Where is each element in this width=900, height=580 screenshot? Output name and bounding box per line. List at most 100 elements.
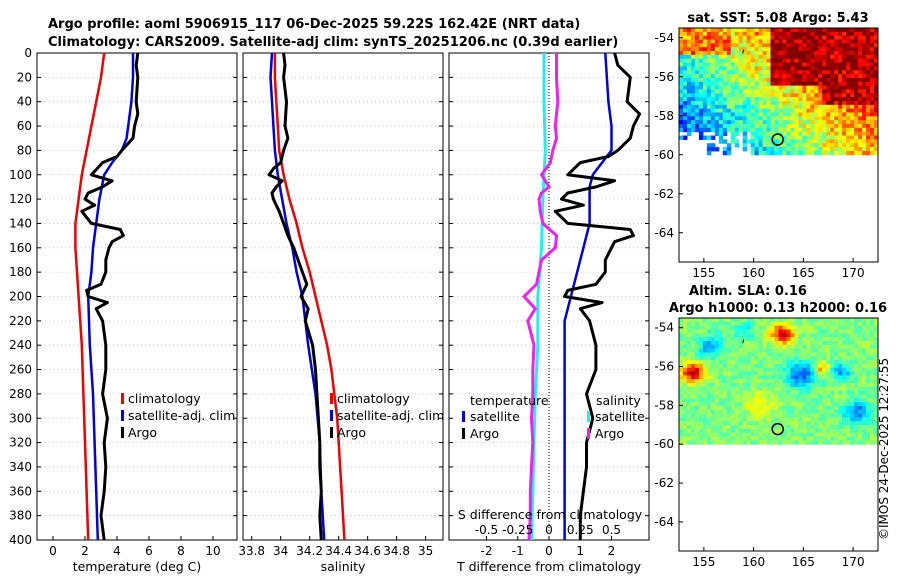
heatmap-cell — [846, 436, 851, 441]
heatmap-cell — [794, 150, 799, 156]
heatmap-cell — [810, 89, 815, 94]
heatmap-cell — [706, 35, 712, 41]
heatmap-cell — [842, 360, 847, 365]
heatmap-cell — [870, 352, 875, 357]
heatmap-cell — [830, 421, 835, 426]
heatmap-cell — [682, 371, 688, 376]
heatmap-cell — [866, 31, 871, 37]
heatmap-cell — [846, 352, 851, 357]
heatmap-cell — [870, 74, 875, 79]
heatmap-cell — [754, 28, 760, 33]
heatmap-cell — [718, 371, 724, 376]
heatmap-cell — [826, 409, 831, 415]
heatmap-cell — [822, 436, 827, 441]
heatmap-cell — [774, 360, 779, 365]
heatmap-cell — [686, 402, 692, 407]
heatmap-cell — [734, 398, 740, 403]
heatmap-cell — [794, 333, 799, 338]
heatmap-cell — [679, 51, 684, 56]
legend-label: climatology — [337, 391, 410, 406]
heatmap-cell — [766, 421, 772, 426]
heatmap-cell — [714, 58, 720, 64]
heatmap-cell — [686, 66, 692, 71]
heatmap-cell — [694, 360, 700, 365]
heatmap-cell — [754, 100, 760, 106]
heatmap-cell — [706, 135, 712, 140]
heatmap-cell — [854, 43, 859, 48]
heatmap-cell — [786, 62, 791, 67]
heatmap-cell — [758, 127, 764, 133]
heatmap-cell — [822, 116, 827, 121]
heatmap-cell — [762, 112, 768, 117]
heatmap-cell — [734, 375, 740, 380]
heatmap-cell — [706, 337, 712, 342]
heatmap-cell — [810, 39, 815, 44]
heatmap-cell — [874, 93, 879, 98]
heatmap-cell — [734, 51, 740, 56]
heatmap-cell — [742, 66, 748, 71]
heatmap-cell — [802, 112, 807, 117]
heatmap-cell — [702, 62, 708, 67]
heatmap-cell — [814, 47, 819, 52]
heatmap-cell — [762, 74, 768, 79]
heatmap-cell — [874, 329, 879, 334]
heatmap-cell — [862, 28, 867, 33]
heatmap-cell — [762, 356, 768, 361]
heatmap-cell — [718, 390, 724, 395]
heatmap-cell — [846, 93, 851, 98]
heatmap-cell — [814, 348, 819, 353]
heatmap-cell — [858, 405, 863, 411]
heatmap-cell — [866, 402, 871, 407]
heatmap-cell — [726, 124, 732, 129]
heatmap-cell — [766, 85, 772, 90]
heatmap-cell — [734, 425, 740, 430]
heatmap-cell — [834, 147, 839, 152]
heatmap-cell — [858, 51, 863, 56]
heatmap-cell — [850, 333, 855, 338]
heatmap-cell — [850, 417, 855, 422]
heatmap-cell — [786, 428, 791, 434]
heatmap-cell — [846, 62, 851, 67]
heatmap-cell — [679, 417, 684, 422]
heatmap-cell — [850, 348, 855, 353]
heatmap-cell — [742, 147, 748, 152]
heatmap-cell — [794, 31, 799, 37]
heatmap-cell — [710, 74, 716, 79]
heatmap-cell — [790, 390, 795, 395]
heatmap-cell — [686, 390, 692, 395]
heatmap-cell — [698, 127, 704, 133]
heatmap-cell — [810, 344, 815, 350]
heatmap-cell — [762, 421, 768, 426]
heatmap-cell — [814, 104, 819, 110]
heatmap-cell — [822, 329, 827, 334]
heatmap-cell — [718, 344, 724, 350]
heatmap-cell — [686, 383, 692, 388]
heatmap-cell — [794, 139, 799, 144]
heatmap-cell — [814, 436, 819, 441]
heatmap-cell — [750, 58, 756, 64]
heatmap-cell — [750, 108, 756, 113]
heatmap-cell — [726, 371, 732, 376]
heatmap-cell — [762, 93, 768, 98]
figure-title-line1: Argo profile: aoml 5906915_117 06-Dec-20… — [48, 17, 580, 32]
heatmap-cell — [850, 116, 855, 121]
heatmap-cell — [714, 104, 720, 110]
heatmap-cell — [822, 417, 827, 422]
heatmap-cell — [850, 318, 855, 323]
heatmap-cell — [682, 352, 688, 357]
heatmap-cell — [710, 66, 716, 71]
heatmap-cell — [802, 108, 807, 113]
heatmap-cell — [830, 344, 835, 350]
heatmap-cell — [866, 131, 871, 137]
heatmap-cell — [738, 386, 744, 392]
heatmap-cell — [874, 150, 879, 156]
heatmap-cell — [679, 100, 684, 106]
heatmap-cell — [854, 104, 859, 110]
heatmap-cell — [826, 337, 831, 342]
heatmap-cell — [830, 333, 835, 338]
x-tick-label-top: -0.5 — [475, 523, 498, 537]
heatmap-cell — [794, 70, 799, 75]
heatmap-cell — [854, 390, 859, 395]
heatmap-cell — [718, 47, 724, 52]
heatmap-cell — [838, 81, 843, 87]
